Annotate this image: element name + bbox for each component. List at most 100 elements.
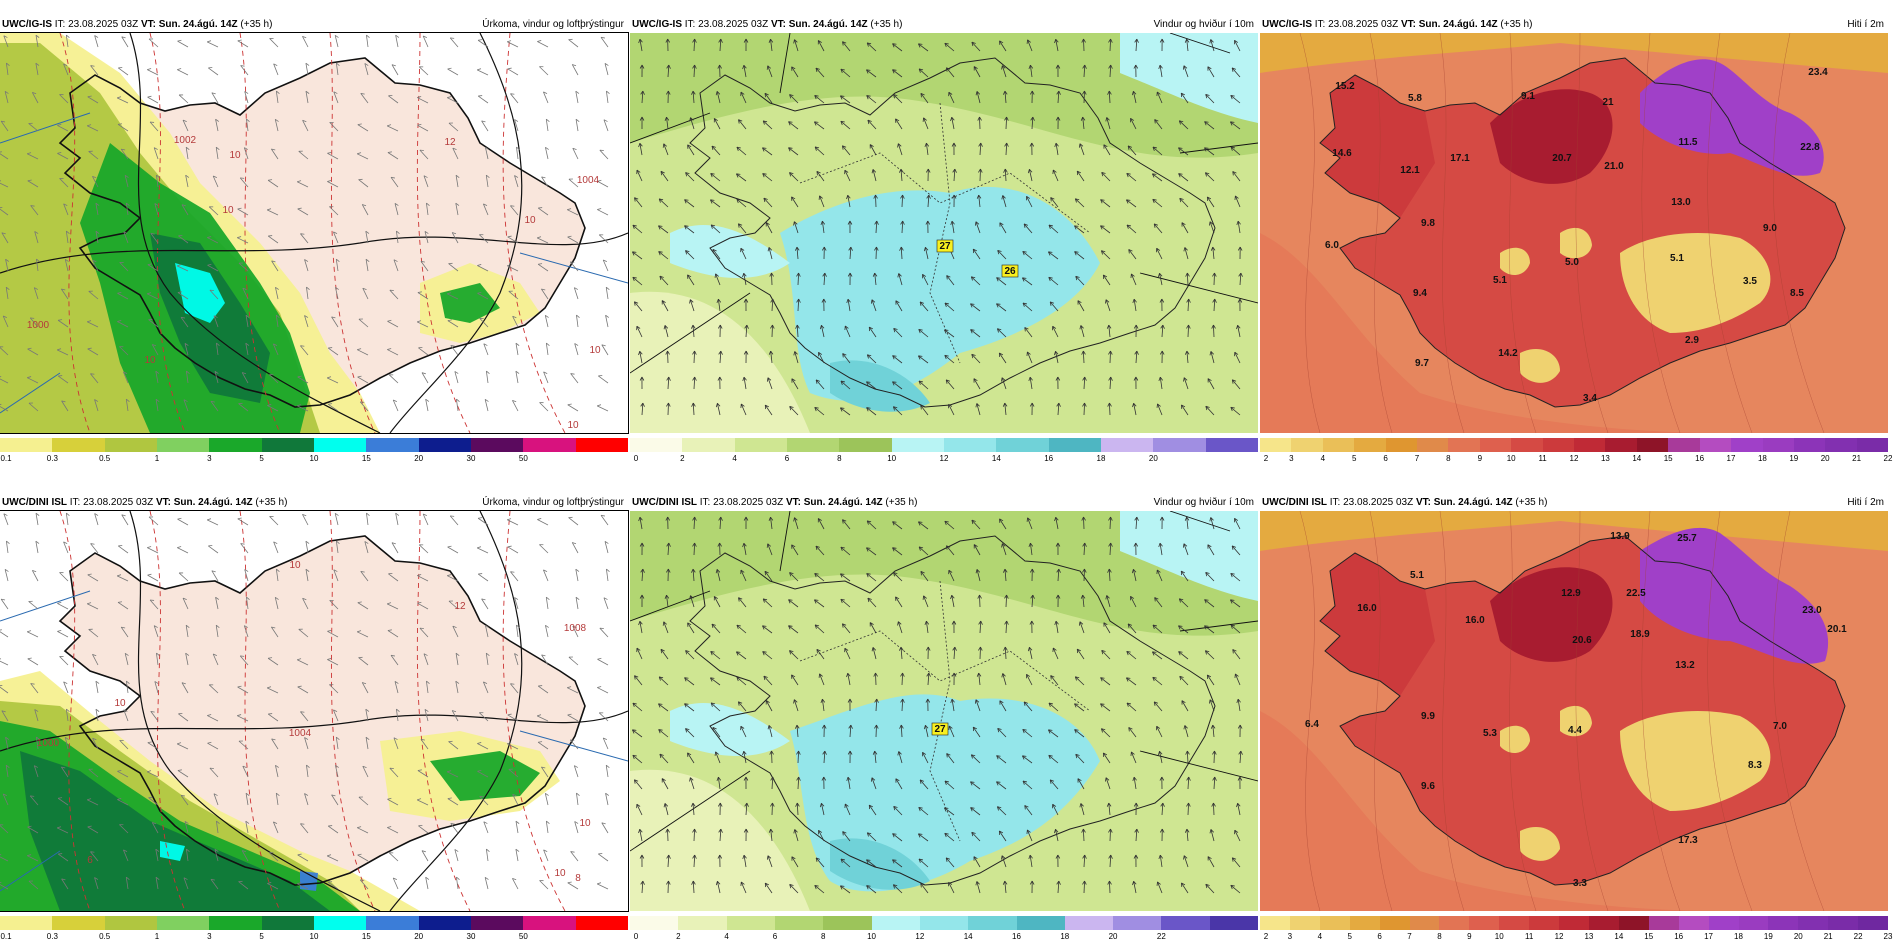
legend-tick-label: 0.1 [0, 932, 12, 941]
contour-label: 1004 [289, 728, 312, 739]
legend-swatch [1668, 438, 1700, 452]
legend-swatch [1529, 916, 1560, 930]
gust-max-label: 27 [934, 724, 946, 735]
temperature-label: 5.1 [1493, 275, 1507, 286]
wind-arrows [632, 516, 1243, 894]
precip-area [175, 263, 225, 323]
contour-label: 6 [87, 855, 93, 866]
legend-bar [1260, 916, 1889, 930]
init-time: IT: 23.08.2025 03Z [697, 497, 786, 508]
legend-swatch [418, 916, 471, 930]
legend-tick-label: 11 [1538, 454, 1547, 463]
legend-tick-label: 50 [518, 932, 528, 941]
map-canvas[interactable]: 10 12 10 10 1002 1000 1004 10 10 10 [0, 32, 629, 434]
panel-header: UWC/DINI ISL IT: 23.08.2025 03Z VT: Sun.… [1260, 495, 1888, 510]
wind-barbs [0, 34, 610, 412]
valid-time-label: VT: [770, 19, 786, 30]
legend-tick-label: 0.3 [46, 454, 58, 463]
legend-swatch [1100, 438, 1154, 452]
contour-label: 10 [554, 868, 566, 879]
gust-max-label: 26 [1004, 266, 1016, 277]
contour-label: 10 [579, 818, 591, 829]
legend-swatch [104, 438, 157, 452]
legend-swatch [996, 438, 1049, 452]
precip-area [440, 283, 500, 323]
legend-tick-label: 9 [1477, 454, 1483, 463]
contour-label: 10 [144, 355, 156, 366]
panel-title: Hiti í 2m [1847, 497, 1884, 508]
model-name: UWC/IG-IS [1262, 19, 1312, 30]
legend-swatch [1542, 438, 1575, 452]
temperature-label: 3.5 [1743, 276, 1757, 287]
legend-swatch [0, 916, 53, 930]
temperature-label: 17.3 [1678, 835, 1698, 846]
panel-run-info: UWC/IG-IS IT: 23.08.2025 03Z VT: Sun. 24… [1262, 17, 1532, 32]
temperature-label: 13.2 [1675, 660, 1695, 671]
map-canvas[interactable]: 10 12 10 10 1000 1004 1008 10 8 6 [0, 510, 629, 912]
legend-swatch [630, 438, 683, 452]
legend-tick-label: 15 [1644, 932, 1654, 941]
legend-tick-label: 12 [1569, 454, 1579, 463]
legend-tick-label: 0.1 [0, 454, 12, 463]
init-time: IT: 23.08.2025 03Z [1312, 19, 1401, 30]
warm-area [1640, 59, 1824, 176]
color-legend: 0 2 4 6 8 10 12 14 16 18 20 [630, 435, 1258, 465]
legend-swatch [52, 916, 105, 930]
coastline [689, 57, 1216, 408]
legend-swatch [1479, 438, 1512, 452]
temperature-label: 9.8 [1421, 218, 1435, 229]
legend-tick-label: 15 [1663, 454, 1673, 463]
precip-area [430, 751, 540, 801]
legend-tick-label: 10 [1506, 454, 1516, 463]
map-canvas[interactable]: 13.9 5.1 16.0 12.9 16.0 6.4 9.9 5.3 4.4 9.6 3.3 25.… [1260, 511, 1888, 911]
legend-swatch [1828, 916, 1859, 930]
legend-swatch [1260, 438, 1292, 452]
contour-label: 10 [589, 345, 601, 356]
temperature-label: 9.9 [1421, 711, 1435, 722]
legend-ticks: 2345678910111213141516171819202122232425 [1260, 453, 1893, 465]
temperature-label: 12.9 [1561, 588, 1581, 599]
panel-title: Vindur og hviður í 10m [1153, 497, 1254, 508]
legend-swatch [470, 916, 524, 930]
map-svg: 15.2 5.8 14.6 12.1 6.0 9.8 9.4 5.1 5.0 9.7 14.2 3.4… [1260, 33, 1888, 433]
legend-swatch [1354, 438, 1386, 452]
legend-tick-label: 20 [414, 454, 424, 463]
legend-swatch [734, 438, 787, 452]
legend-tick-label: 6 [784, 454, 790, 463]
legend-swatch [1379, 916, 1410, 930]
color-legend: 2345678910111213141516171819202122232425 [1260, 435, 1893, 465]
legend-tick-label: 23 [1883, 932, 1893, 941]
map-canvas[interactable]: 15.2 5.8 14.6 12.1 6.0 9.8 9.4 5.1 5.0 9.7 14.2 3.4… [1260, 33, 1888, 433]
legend-tick-label: 20 [414, 932, 424, 941]
color-legend: 0 2 4 6 8 10 12 14 16 18 20 22 [630, 913, 1259, 943]
temperature-label: 23.0 [1802, 605, 1822, 616]
legend-swatch [261, 438, 314, 452]
model-name: UWC/DINI ISL [2, 497, 67, 508]
map-canvas[interactable]: 27 26 [630, 33, 1258, 433]
legend-tick-label: 7 [1407, 932, 1412, 941]
legend-tick-label: 11 [1524, 932, 1534, 941]
init-time: IT: 23.08.2025 03Z [682, 19, 771, 30]
legend-swatch [1825, 438, 1857, 452]
legend-tick-label: 0.5 [99, 454, 111, 463]
glacier [1620, 233, 1771, 333]
legend-tick-label: 12 [1554, 932, 1564, 941]
legend-swatch [774, 916, 824, 930]
panel-title: Vindur og hviður í 10m [1153, 19, 1254, 30]
init-time: IT: 23.08.2025 03Z [1327, 497, 1416, 508]
map-svg: 10 12 10 10 1002 1000 1004 10 10 10 [0, 33, 628, 433]
legend-tick-label: 6 [1377, 932, 1382, 941]
legend-tick-label: 3 [1287, 932, 1293, 941]
map-canvas[interactable]: 27 [630, 511, 1258, 911]
legend-swatch [156, 916, 210, 930]
legend-swatch [839, 438, 892, 452]
legend-tick-label: 8 [1446, 454, 1451, 463]
legend-swatch [209, 916, 262, 930]
lead-time: (+35 h) [1497, 19, 1533, 30]
valid-time: Sun. 24.ágú. 14Z [785, 19, 868, 30]
legend-swatch [1588, 916, 1619, 930]
valid-time: Sun. 24.ágú. 14Z [170, 497, 253, 508]
legend-tick-label: 19 [1789, 454, 1799, 463]
temperature-label: 8.3 [1748, 760, 1762, 771]
legend-tick-label: 12 [939, 454, 949, 463]
